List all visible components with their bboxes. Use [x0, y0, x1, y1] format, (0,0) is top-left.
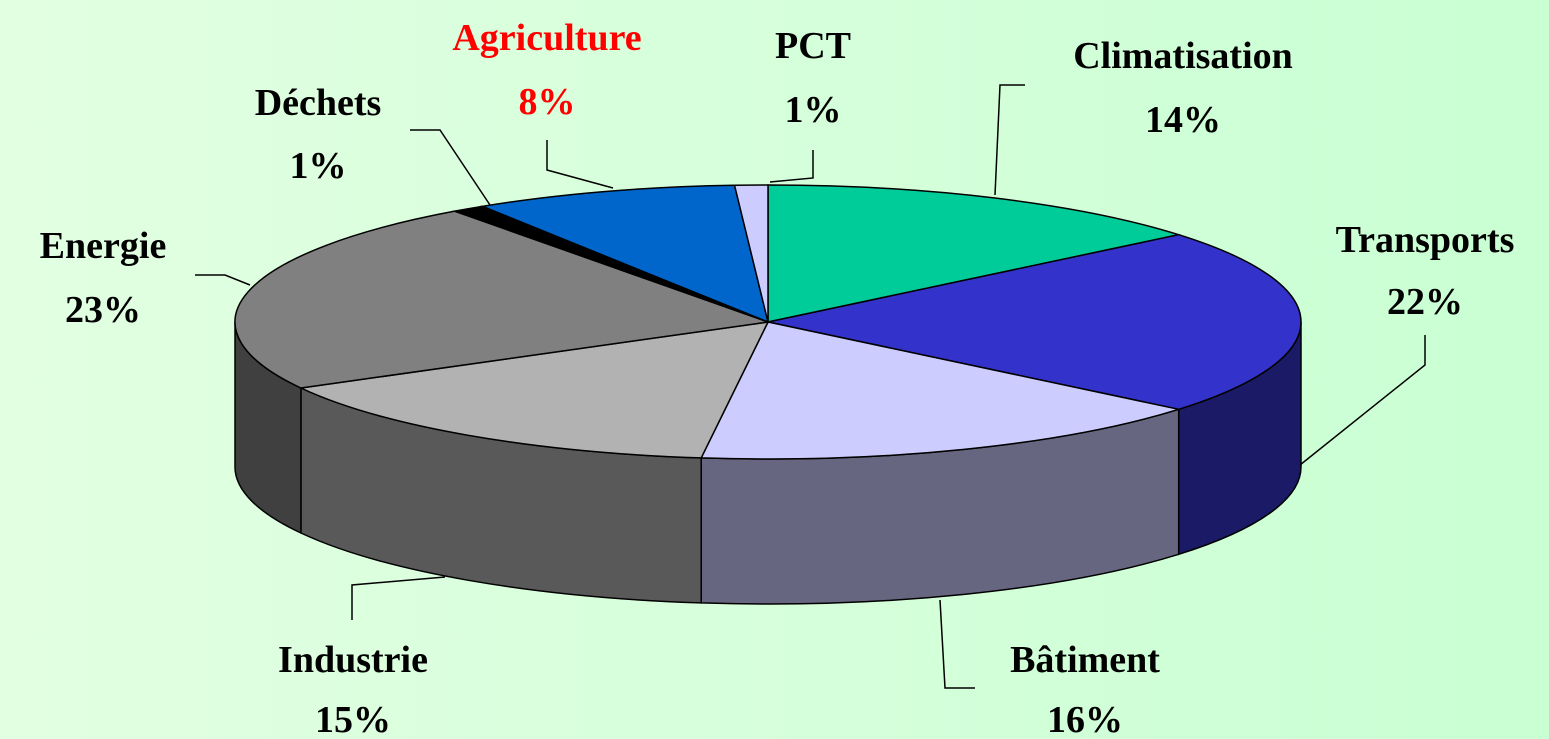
slice [234, 210, 769, 389]
slice-label: Agriculture [452, 17, 641, 59]
slice-value-label: 14% [1145, 99, 1221, 141]
slice-label: Climatisation [1073, 35, 1293, 77]
slice [733, 184, 769, 323]
leader-line [351, 576, 446, 620]
leader-line [1299, 335, 1426, 466]
slice-value-label: 23% [65, 289, 141, 331]
slice-value-label: 16% [1047, 699, 1123, 739]
slice-label: Déchets [255, 82, 382, 124]
leader-line [195, 274, 251, 286]
slice [700, 321, 1182, 460]
slice-value-label: 1% [785, 89, 842, 131]
slice-value-label: 15% [315, 699, 391, 739]
slice-value-label: 22% [1387, 281, 1463, 323]
slice [298, 321, 770, 459]
slice [767, 233, 1302, 411]
slice-label: Industrie [278, 639, 428, 681]
slice-label: Energie [40, 225, 167, 267]
leader-line [994, 84, 1025, 196]
slice [479, 184, 770, 324]
leader-line [546, 140, 614, 189]
slice-value-label: 8% [519, 81, 576, 123]
leader-line [410, 129, 491, 206]
slice-value-label: 1% [290, 145, 347, 187]
leader-line [939, 599, 975, 689]
slice-label: PCT [775, 25, 851, 67]
slice-label: Transports [1336, 219, 1515, 261]
leader-line [769, 150, 814, 183]
slice-label: Bâtiment [1010, 639, 1160, 681]
slice [767, 184, 1182, 323]
